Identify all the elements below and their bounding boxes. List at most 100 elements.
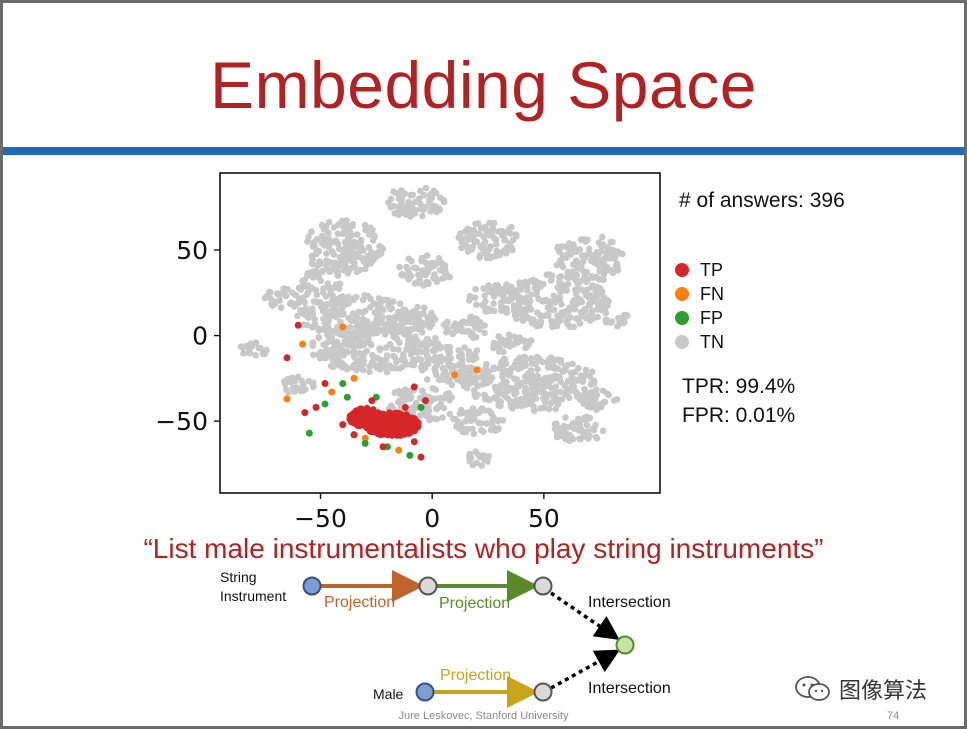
point-tn	[579, 257, 587, 265]
point-tn	[490, 300, 497, 307]
point-tn	[343, 294, 351, 301]
point-tn	[571, 306, 579, 313]
anchor-label-string: String	[220, 569, 257, 585]
slide-title: Embedding Space	[210, 48, 757, 122]
point-tn	[449, 330, 457, 337]
anchor-node-string-instrument	[302, 576, 322, 596]
point-tn	[554, 284, 561, 292]
point-tn	[355, 240, 363, 248]
point-tn	[588, 307, 596, 314]
point-tn	[553, 261, 561, 269]
point-tn	[396, 328, 403, 336]
point-tn	[403, 211, 410, 218]
point-tn	[342, 301, 350, 308]
point-tn	[483, 227, 490, 234]
point-tn	[377, 296, 385, 304]
point-tn	[414, 278, 422, 286]
point-tn	[477, 243, 484, 250]
point-tn	[295, 299, 303, 306]
point-tn	[395, 309, 403, 317]
point-tn	[467, 313, 474, 321]
answer-node	[615, 635, 635, 655]
point-tn	[581, 305, 589, 313]
point-tn	[480, 233, 488, 241]
point-tn	[617, 250, 624, 257]
point-tn	[469, 334, 477, 342]
point-tn	[604, 302, 611, 310]
point-tn	[482, 308, 490, 315]
point-tn	[346, 238, 353, 246]
point-tn	[464, 225, 471, 233]
point-tn	[344, 222, 352, 230]
wechat-icon	[795, 676, 830, 701]
point-tn	[421, 304, 428, 312]
point-tn	[405, 198, 413, 206]
point-tn	[409, 209, 417, 217]
point-tn	[490, 253, 497, 260]
point-tn	[407, 310, 414, 317]
point-tn	[294, 312, 301, 320]
point-tn	[326, 308, 334, 315]
point-tn	[494, 286, 501, 294]
point-tn	[381, 331, 389, 338]
point-tn	[437, 194, 444, 201]
point-tn	[364, 331, 372, 339]
watermark-text: 图像算法	[839, 678, 928, 703]
point-tn	[282, 292, 290, 300]
point-tn	[427, 191, 434, 199]
point-tn	[521, 305, 529, 313]
point-tn	[481, 329, 488, 337]
point-tn	[472, 285, 479, 293]
point-tn	[507, 230, 514, 237]
point-tn	[459, 328, 466, 335]
point-tn	[300, 321, 307, 328]
point-tn	[405, 255, 413, 262]
point-tn	[489, 225, 497, 232]
anchor-label-male: Male	[373, 686, 404, 702]
point-tn	[471, 294, 479, 302]
point-tn	[332, 301, 340, 309]
point-tn	[413, 265, 420, 272]
point-tn	[367, 224, 374, 231]
point-tn	[473, 301, 480, 309]
point-tn	[501, 247, 508, 254]
point-tn	[383, 368, 391, 376]
point-tn	[518, 283, 525, 290]
point-tn	[493, 241, 500, 248]
point-tn	[334, 323, 341, 331]
point-tn	[301, 298, 308, 306]
point-tn	[565, 274, 572, 282]
point-tn	[376, 243, 383, 250]
point-tn	[506, 295, 514, 303]
point-tn	[419, 212, 426, 220]
point-tn	[415, 355, 422, 363]
point-tn	[500, 288, 507, 296]
point-tn	[572, 274, 580, 281]
scatter-points	[237, 184, 631, 470]
point-tn	[443, 270, 450, 278]
point-tn	[334, 230, 342, 237]
point-tn	[362, 226, 369, 234]
point-tn	[500, 293, 507, 301]
point-tn	[516, 306, 523, 314]
point-tn	[556, 278, 563, 286]
point-tn	[600, 271, 608, 278]
point-tn	[512, 289, 519, 297]
point-tn	[280, 285, 288, 292]
point-tn	[407, 272, 415, 280]
point-tn	[390, 298, 397, 305]
point-tn	[352, 317, 360, 325]
point-tn	[386, 320, 394, 328]
point-tn	[417, 310, 425, 318]
point-tn	[405, 205, 412, 213]
point-tn	[390, 188, 397, 195]
point-tn	[308, 228, 315, 235]
point-tn	[414, 303, 421, 311]
point-tn	[417, 187, 424, 195]
point-tn	[342, 258, 349, 266]
point-tn	[486, 219, 493, 227]
point-tn	[596, 290, 604, 298]
title-divider	[3, 147, 964, 155]
point-tn	[570, 241, 577, 248]
projection-node-2	[533, 576, 553, 596]
